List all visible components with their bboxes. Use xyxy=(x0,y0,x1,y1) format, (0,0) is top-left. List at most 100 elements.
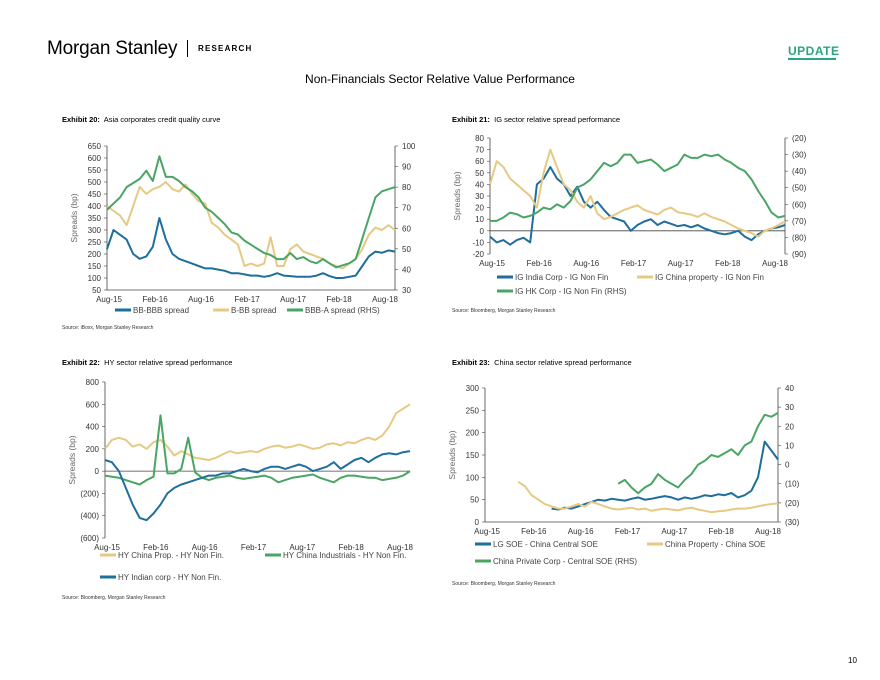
chart-source: Source: Bloomberg, Morgan Stanley Resear… xyxy=(62,595,166,601)
y2-tick-label: 20 xyxy=(785,422,794,431)
brand-divider xyxy=(187,40,188,57)
y-tick-label: 80 xyxy=(475,134,484,143)
legend-label: IG China property - IG Non Fin xyxy=(655,273,764,282)
y2-tick-label: (50) xyxy=(792,184,807,193)
exhibit-label: Exhibit 23: xyxy=(452,358,490,367)
chart-source: Source: Bloomberg, Morgan Stanley Resear… xyxy=(452,581,556,587)
y-tick-label: 30 xyxy=(475,192,484,201)
y2-tick-label: 60 xyxy=(402,224,411,233)
chart-source: Source: iBoxx, Morgan Stanley Research xyxy=(62,325,154,331)
y-tick-label: 300 xyxy=(88,226,102,235)
y2-tick-label: 30 xyxy=(785,403,794,412)
y-tick-label: 100 xyxy=(88,274,102,283)
series-line-blue xyxy=(106,217,396,279)
series-line-tan xyxy=(517,480,779,514)
legend-label: IG India Corp - IG Non Fin xyxy=(515,273,608,282)
y-tick-label: 0 xyxy=(475,518,480,527)
y2-tick-label: 100 xyxy=(402,142,416,151)
y2-tick-label: (20) xyxy=(785,499,800,508)
y-tick-label: 150 xyxy=(88,262,102,271)
series-line-blue xyxy=(104,450,411,522)
x-tick-label: Aug-15 xyxy=(94,543,120,552)
y2-tick-label: 10 xyxy=(785,441,794,450)
exhibit-label: Exhibit 22: xyxy=(62,358,100,367)
y2-tick-label: (60) xyxy=(792,200,807,209)
x-tick-label: Feb-16 xyxy=(526,259,552,268)
y-tick-label: 400 xyxy=(88,202,102,211)
y-tick-label: 60 xyxy=(475,157,484,166)
exhibit-label: Exhibit 20: xyxy=(62,115,100,124)
x-tick-label: Aug-18 xyxy=(387,543,413,552)
legend-label: China Property - China SOE xyxy=(665,540,766,549)
y-tick-label: 250 xyxy=(88,238,102,247)
series-line-tan xyxy=(106,181,396,270)
x-tick-label: Aug-16 xyxy=(192,543,218,552)
update-badge: UPDATE xyxy=(788,44,840,58)
legend-label: China Private Corp - Central SOE (RHS) xyxy=(493,557,637,566)
y2-tick-label: (90) xyxy=(792,250,807,259)
y-tick-label: 200 xyxy=(86,445,100,454)
y-tick-label: 150 xyxy=(466,451,480,460)
page-title: Non-Financials Sector Relative Value Per… xyxy=(305,72,575,86)
x-tick-label: Feb-17 xyxy=(615,527,641,536)
y-tick-label: 600 xyxy=(86,400,100,409)
y2-tick-label: (80) xyxy=(792,233,807,242)
chart-ex22: 800 600 400 200 0 (200) (400) (600)Aug-15 Feb-16… xyxy=(67,378,413,582)
x-tick-label: Aug-15 xyxy=(474,527,500,536)
x-tick-label: Feb-17 xyxy=(621,259,647,268)
x-tick-label: Aug-16 xyxy=(573,259,599,268)
y2-tick-label: (30) xyxy=(792,151,807,160)
series-line-green xyxy=(490,153,786,222)
x-tick-label: Feb-16 xyxy=(143,543,169,552)
y2-tick-label: 90 xyxy=(402,163,411,172)
x-tick-label: Aug-18 xyxy=(372,295,398,304)
x-tick-label: Aug-17 xyxy=(289,543,315,552)
legend-label: B-BB spread xyxy=(231,306,276,315)
y-tick-label: 350 xyxy=(88,214,102,223)
chart-ex23: 300250200150100500403020100(10)(20)(30)A… xyxy=(447,384,800,566)
y-tick-label: 20 xyxy=(475,204,484,213)
y-tick-label: (200) xyxy=(80,489,99,498)
x-tick-label: Aug-16 xyxy=(568,527,594,536)
y-tick-label: 200 xyxy=(466,429,480,438)
x-tick-label: Feb-16 xyxy=(521,527,547,536)
y-tick-label: 800 xyxy=(86,378,100,387)
y-tick-label: 550 xyxy=(88,166,102,175)
x-tick-label: Aug-15 xyxy=(479,259,505,268)
exhibit-21-title: Exhibit 21: IG sector relative spread pe… xyxy=(452,115,620,124)
y2-tick-label: (40) xyxy=(792,167,807,176)
exhibit-23-title: Exhibit 23: China sector relative spread… xyxy=(452,358,632,367)
y2-tick-label: 0 xyxy=(785,461,790,470)
chart-source: Source: Bloomberg, Morgan Stanley Resear… xyxy=(452,308,556,314)
x-tick-label: Feb-18 xyxy=(708,527,734,536)
series-line-blue xyxy=(551,440,779,511)
y2-tick-label: 50 xyxy=(402,245,411,254)
series-line-green xyxy=(104,414,411,486)
y2-tick-label: 40 xyxy=(402,265,411,274)
y-tick-label: 0 xyxy=(95,467,100,476)
y-tick-label: 0 xyxy=(480,227,485,236)
brand-subtitle: RESEARCH xyxy=(198,44,253,53)
chart-ex21: 80 70 60 50 40 30 20 10 0 -10 -20 (20) (30) (40) (50) (… xyxy=(452,134,807,296)
exhibit-caption: HY sector relative spread performance xyxy=(104,358,233,367)
y2-tick-label: (10) xyxy=(785,480,800,489)
series-line-tan xyxy=(489,148,786,238)
x-tick-label: Feb-17 xyxy=(234,295,260,304)
legend-label: BB-BBB spread xyxy=(133,306,189,315)
y-axis-label: Spreads (bp) xyxy=(69,193,79,242)
y-tick-label: 50 xyxy=(475,169,484,178)
y-tick-label: -10 xyxy=(472,238,484,247)
exhibit-caption: China sector relative spread performance xyxy=(494,358,632,367)
y-tick-label: 650 xyxy=(88,142,102,151)
x-tick-label: Aug-16 xyxy=(188,295,214,304)
x-tick-label: Aug-18 xyxy=(762,259,788,268)
chart-ex20: 650 600 550 500 450 400 350 300 250 200 150 100 50 10… xyxy=(69,142,416,315)
x-tick-label: Aug-17 xyxy=(280,295,306,304)
y-tick-label: 100 xyxy=(466,473,480,482)
y2-tick-label: 30 xyxy=(402,286,411,295)
brand-logo: Morgan Stanley xyxy=(47,38,178,59)
x-tick-label: Aug-17 xyxy=(661,527,687,536)
exhibit-22-title: Exhibit 22: HY sector relative spread pe… xyxy=(62,358,232,367)
x-tick-label: Feb-18 xyxy=(326,295,352,304)
x-tick-label: Feb-18 xyxy=(715,259,741,268)
